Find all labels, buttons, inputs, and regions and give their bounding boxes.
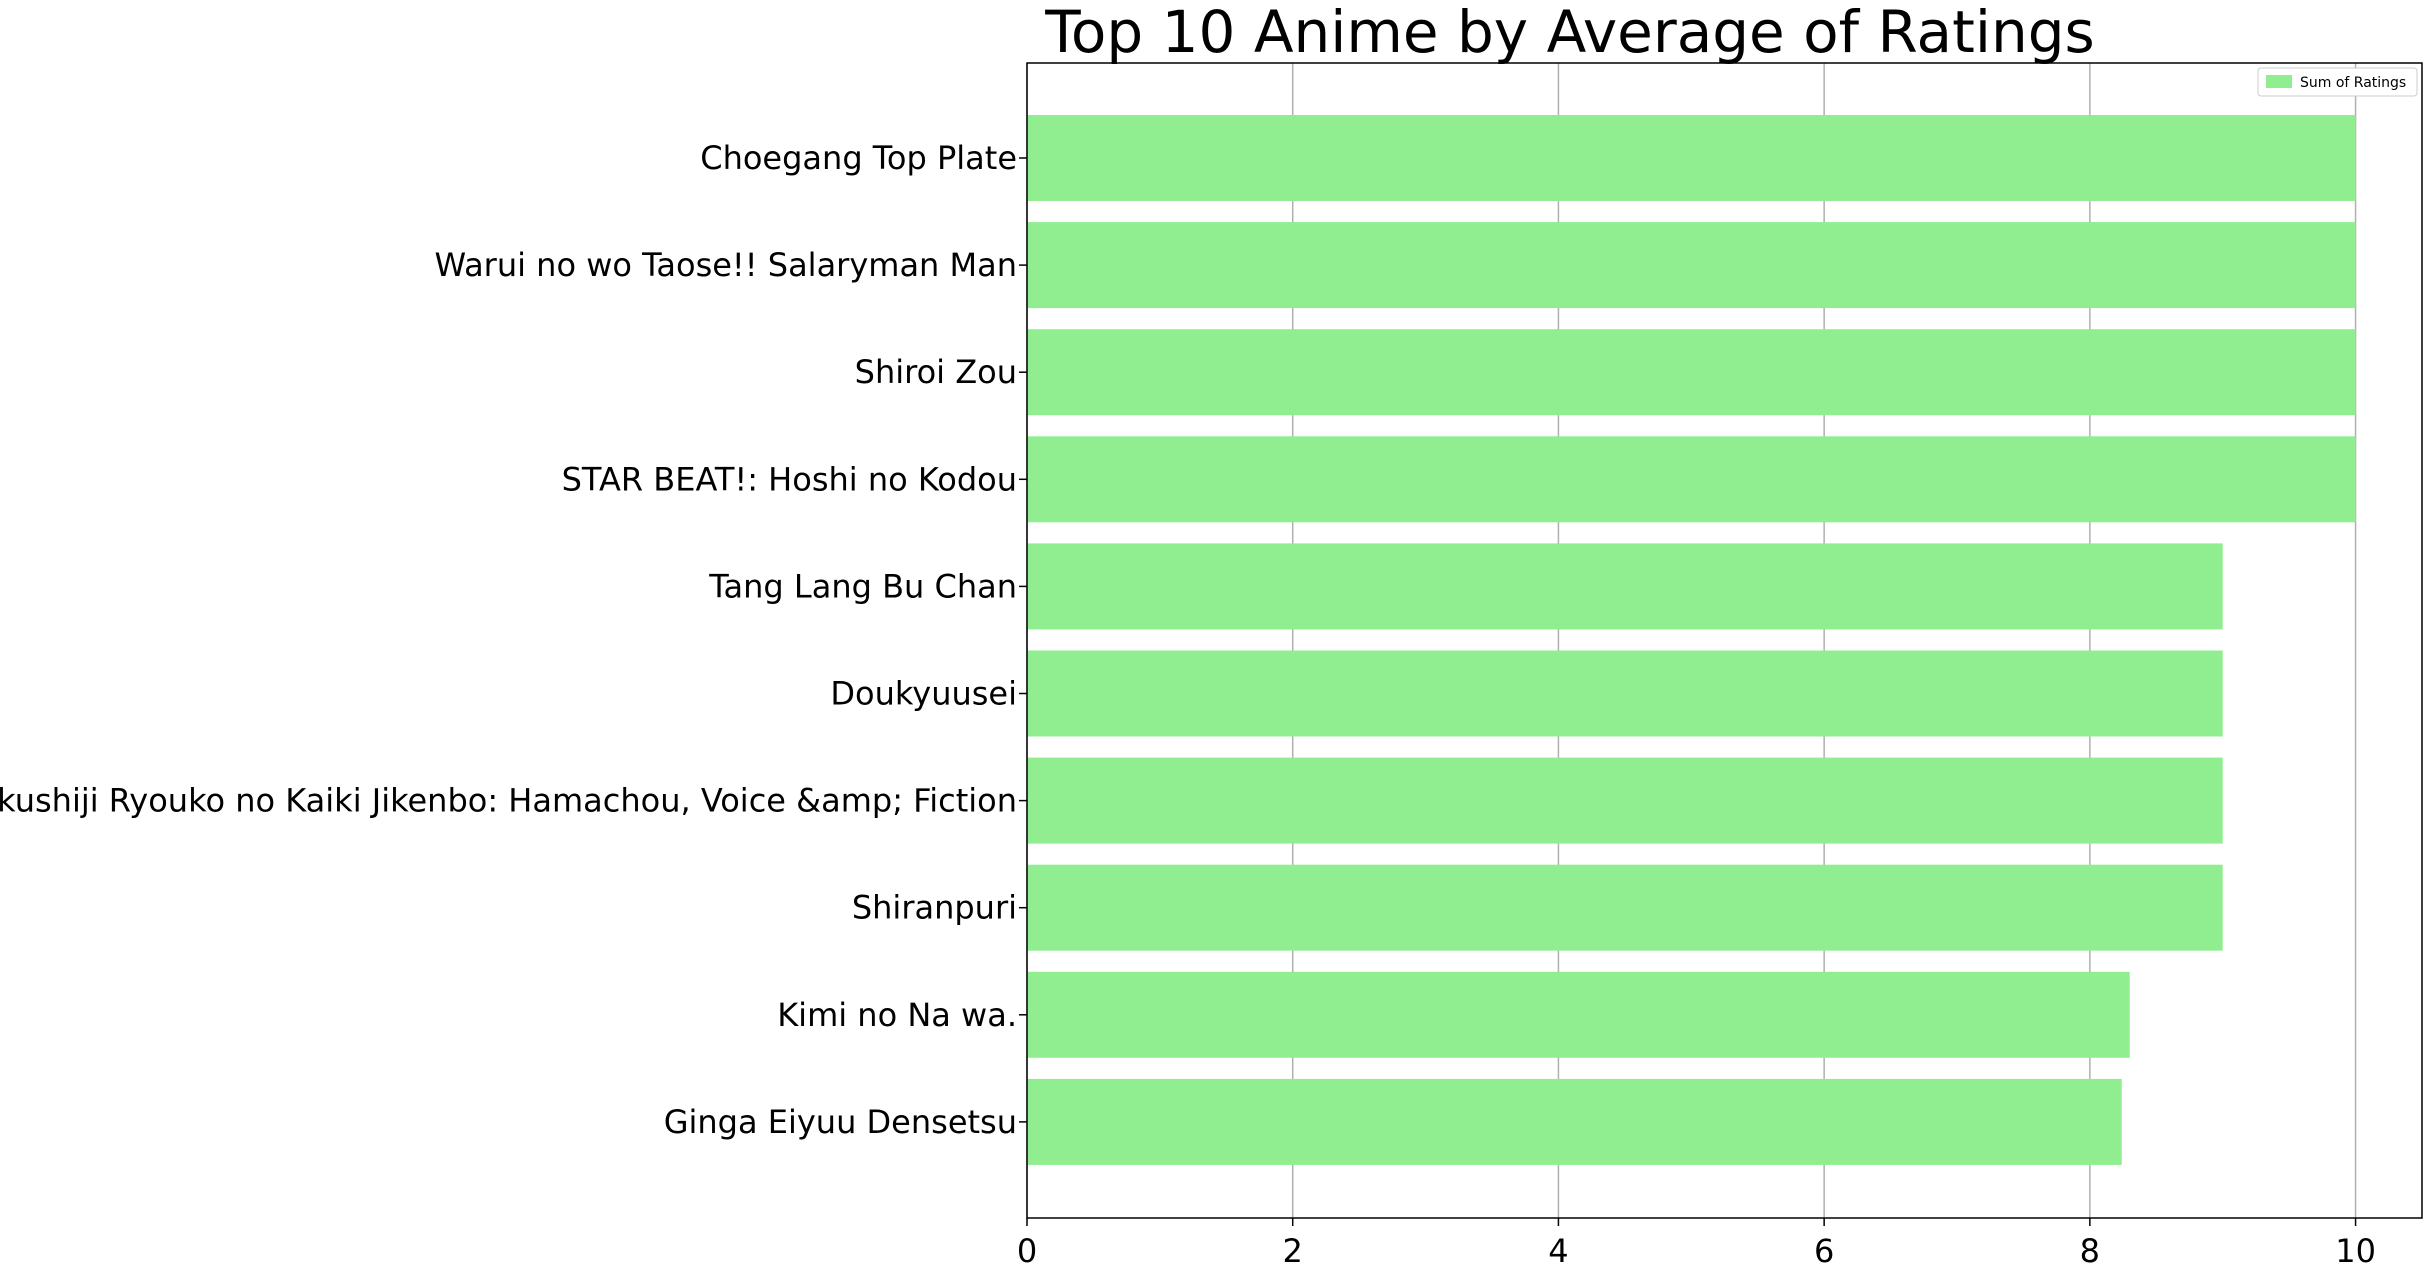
y-tick-label: Ginga Eiyuu Densetsu [664, 1103, 1017, 1141]
bar [1027, 222, 2356, 309]
y-axis-ticks: Choegang Top Plate Warui no wo Taose!! Sa… [0, 139, 1027, 1141]
x-tick-label: 8 [2080, 1232, 2100, 1267]
y-tick-label: Yakushiji Ryouko no Kaiki Jikenbo: Hamac… [0, 782, 1017, 820]
bar [1027, 757, 2223, 844]
bar [1027, 115, 2356, 201]
bar [1027, 971, 2130, 1058]
bars [1027, 115, 2356, 1165]
legend-label-sum-of-ratings: Sum of Ratings [2300, 75, 2406, 91]
bar [1027, 543, 2223, 630]
bar [1027, 329, 2356, 416]
x-tick-label: 6 [1814, 1232, 1834, 1267]
x-tick-label: 4 [1548, 1232, 1568, 1267]
bar [1027, 436, 2356, 523]
bar [1027, 1078, 2122, 1165]
x-tick-label: 0 [1017, 1232, 1037, 1267]
y-tick-label: STAR BEAT!: Hoshi no Kodou [562, 460, 1017, 498]
plot-frame [1026, 62, 2423, 1219]
y-tick-label: Shiranpuri [852, 889, 1017, 927]
legend-box [2257, 67, 2418, 97]
x-axis-ticks: 0 2 4 6 8 10 [1017, 1218, 2376, 1267]
chart-title: Top 10 Anime by Average of Ratings [1044, 0, 2094, 66]
bar [1027, 864, 2223, 951]
legend: Sum of Ratings [2257, 67, 2418, 97]
y-tick-label: Shiroi Zou [855, 353, 1017, 391]
y-tick-label: Doukyuusei [830, 675, 1017, 713]
legend-swatch [2266, 75, 2292, 88]
y-tick-label: Kimi no Na wa. [777, 996, 1017, 1034]
y-tick-label: Warui no wo Taose!! Salaryman Man [434, 246, 1017, 284]
bar [1027, 650, 2223, 737]
y-tick-label: Tang Lang Bu Chan [708, 567, 1017, 605]
x-tick-label: 10 [2335, 1232, 2376, 1267]
x-tick-label: 2 [1283, 1232, 1303, 1267]
y-tick-label: Choegang Top Plate [700, 139, 1017, 177]
